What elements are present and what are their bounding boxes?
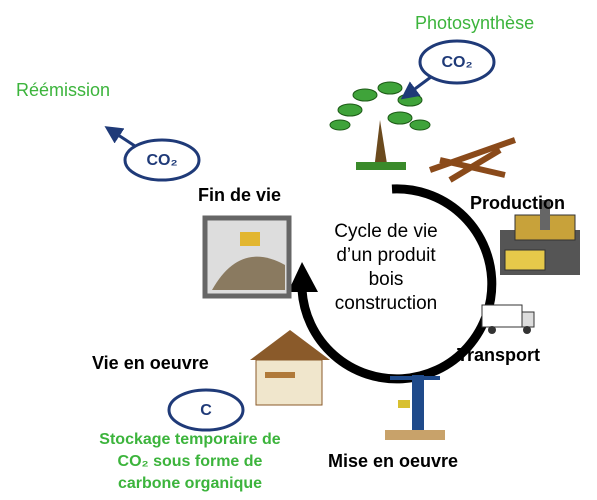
text-line: CO₂ sous forme de bbox=[118, 453, 263, 470]
badge-text: CO₂ bbox=[146, 152, 177, 169]
stage-label: Fin de vie bbox=[198, 185, 281, 205]
text-line: construction bbox=[335, 293, 437, 314]
stage-label: Transport bbox=[457, 345, 540, 365]
truck-icon bbox=[482, 305, 534, 334]
badge-text: C bbox=[200, 402, 212, 419]
label: Réémission bbox=[16, 80, 110, 100]
badge-text: CO₂ bbox=[441, 54, 472, 71]
text-line: Stockage temporaire de bbox=[99, 431, 281, 448]
stage-label: Vie en oeuvre bbox=[92, 353, 209, 373]
label: Photosynthèse bbox=[415, 13, 534, 33]
tree-icon bbox=[330, 82, 430, 170]
landfill-icon bbox=[205, 218, 289, 296]
wood-icon bbox=[430, 140, 515, 180]
stage-label: Production bbox=[470, 193, 565, 213]
cycle-arrowhead bbox=[288, 262, 318, 292]
text-line: Cycle de vie bbox=[334, 221, 438, 242]
crane-icon bbox=[385, 375, 445, 440]
text-line: bois bbox=[369, 269, 404, 290]
diagram: CO₂ CO₂ C Photosynthèse Réémission Fin d… bbox=[0, 0, 597, 500]
text-line: d’un produit bbox=[336, 245, 436, 266]
text-line: carbone organique bbox=[118, 475, 262, 492]
stage-label: Mise en oeuvre bbox=[328, 451, 458, 471]
